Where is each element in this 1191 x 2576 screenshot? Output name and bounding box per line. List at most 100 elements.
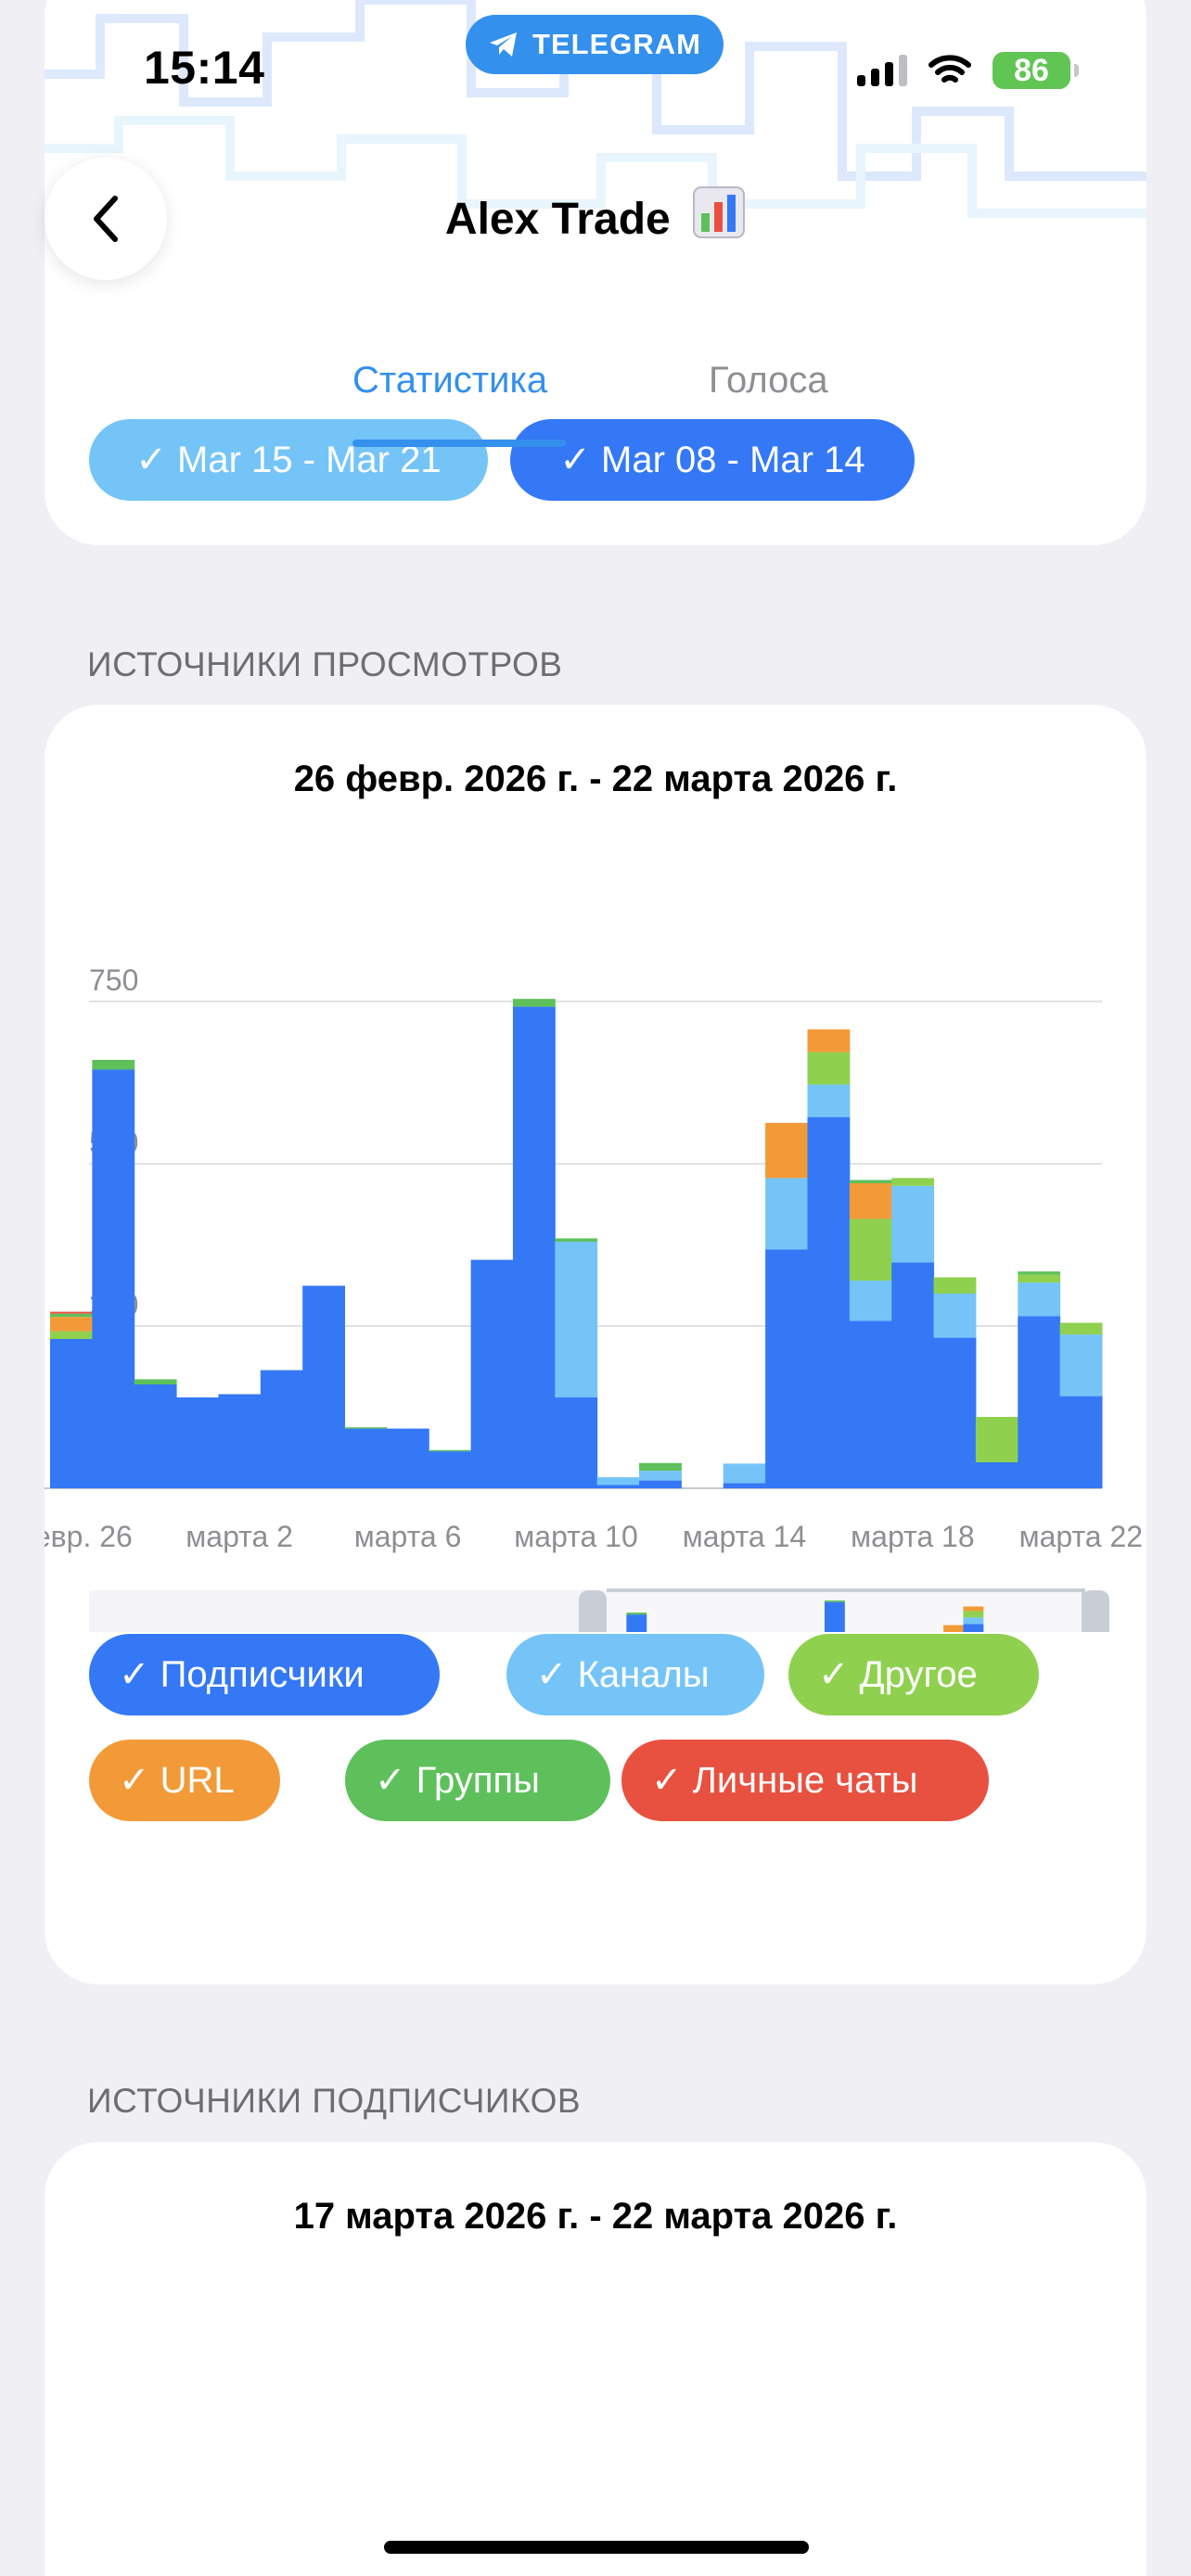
bar-segment[interactable] [723, 1463, 766, 1484]
legend-chip-label: ✓ Подписчики [119, 1654, 365, 1695]
bar-segment[interactable] [975, 1417, 1018, 1462]
bar-segment[interactable] [639, 1471, 682, 1481]
navigator-bar-segment [626, 1614, 647, 1632]
bar-segment[interactable] [1018, 1271, 1061, 1275]
bar-segment[interactable] [849, 1183, 892, 1219]
bar-segment[interactable] [512, 1006, 556, 1488]
bar-segment[interactable] [807, 1116, 851, 1488]
bar-segment[interactable] [555, 1242, 598, 1397]
status-time: 15:14 [144, 42, 265, 94]
bar-segment[interactable] [765, 1122, 808, 1179]
legend-chip[interactable]: ✓ Каналы [506, 1634, 764, 1715]
followers-date-range: 17 марта 2026 г. - 22 марта 2026 г. [293, 2196, 898, 2237]
bar-segment[interactable] [849, 1320, 892, 1488]
bar-segment[interactable] [807, 1029, 851, 1052]
legend-chip[interactable]: ✓ Другое [788, 1634, 1039, 1715]
bar-segment[interactable] [429, 1451, 472, 1488]
bar-segment[interactable] [1018, 1274, 1061, 1283]
bar-segment[interactable] [344, 1427, 388, 1429]
bar-segment[interactable] [555, 1397, 598, 1488]
bar-segment[interactable] [50, 1331, 93, 1339]
telegram-pill[interactable]: TELEGRAM [466, 15, 724, 74]
bar-segment[interactable] [50, 1313, 93, 1318]
page-title: Alex Trade [0, 185, 1191, 245]
cellular-signal-icon [857, 55, 907, 86]
bar-segment[interactable] [218, 1394, 262, 1489]
tab-votes[interactable]: Голоса [709, 360, 828, 401]
bar-segment[interactable] [849, 1180, 892, 1184]
wifi-icon [928, 55, 971, 83]
bar-segment[interactable] [92, 1060, 135, 1070]
navigator-bar-segment [943, 1625, 964, 1632]
legend-chip[interactable]: ✓ Личные чаты [621, 1740, 989, 1821]
legend-chip[interactable]: ✓ Группы [345, 1740, 610, 1821]
views-sources-label: ИСТОЧНИКИ ПРОСМОТРОВ [87, 645, 563, 683]
bar-segment[interactable] [765, 1249, 808, 1488]
bar-segment[interactable] [92, 1069, 135, 1489]
bar-segment[interactable] [807, 1084, 851, 1117]
navigator-bar-segment [963, 1611, 984, 1618]
legend-chip[interactable]: ✓ URL [89, 1740, 280, 1821]
bar-segment[interactable] [134, 1384, 177, 1488]
bar-segment[interactable] [891, 1178, 935, 1186]
back-button[interactable] [45, 158, 167, 280]
bar-segment[interactable] [50, 1317, 93, 1332]
x-tick-label: марта 14 [683, 1520, 806, 1553]
legend-chip-label: ✓ Каналы [536, 1654, 710, 1695]
x-tick-label: марта 2 [186, 1520, 293, 1553]
bar-segment[interactable] [555, 1238, 598, 1243]
bar-segment[interactable] [386, 1428, 429, 1488]
chevron-left-icon [94, 196, 118, 242]
bar-segment[interactable] [933, 1294, 977, 1338]
bar-segment[interactable] [134, 1379, 177, 1384]
background-chart-ghost [45, 0, 1146, 218]
bar-segment[interactable] [891, 1262, 935, 1488]
bar-segment[interactable] [975, 1462, 1018, 1488]
bar-segment[interactable] [596, 1477, 640, 1486]
navigator-left-handle[interactable] [579, 1590, 607, 1632]
navigator-bar-segment [963, 1606, 984, 1612]
bar-segment[interactable] [807, 1052, 851, 1085]
bar-segment[interactable] [1018, 1282, 1061, 1317]
bar-segment[interactable] [723, 1483, 766, 1488]
bar-segment[interactable] [1018, 1316, 1061, 1489]
bar-segment[interactable] [849, 1281, 892, 1321]
x-tick-label: февр. 26 [45, 1520, 133, 1553]
bar-segment[interactable] [260, 1370, 303, 1488]
bar-segment[interactable] [1059, 1396, 1103, 1488]
bar-segment[interactable] [50, 1311, 93, 1314]
views-sources-card: 26 февр. 2026 г. - 22 марта 2026 г. 0250… [45, 705, 1146, 1984]
bar-segment[interactable] [639, 1462, 682, 1472]
tab-statistics[interactable]: Статистика [352, 360, 548, 401]
battery-icon: 86 [992, 52, 1079, 89]
bar-segment[interactable] [765, 1178, 808, 1250]
bar-segment[interactable] [512, 999, 556, 1007]
bar-chart-emoji-icon [693, 186, 746, 238]
bar-segment[interactable] [176, 1397, 219, 1488]
week-chip-mar08[interactable]: ✓ Mar 08 - Mar 14 [510, 419, 915, 501]
bar-segment[interactable] [470, 1259, 514, 1488]
bar-segment[interactable] [302, 1285, 346, 1488]
bar-segment[interactable] [933, 1337, 977, 1488]
bar-segment[interactable] [849, 1218, 892, 1282]
bar-segment[interactable] [344, 1428, 388, 1488]
week-chip-mar15[interactable]: ✓ Mar 15 - Mar 21 [89, 419, 488, 501]
bar-segment[interactable] [429, 1449, 472, 1452]
bar-segment[interactable] [50, 1339, 93, 1488]
bar-segment[interactable] [1059, 1322, 1103, 1335]
legend-chip[interactable]: ✓ Подписчики [89, 1634, 440, 1715]
legend-chip-label: ✓ Группы [375, 1760, 540, 1801]
bar-segment[interactable] [891, 1185, 935, 1263]
navigator-right-handle[interactable] [1082, 1590, 1109, 1632]
navigator-dim-overlay [89, 1590, 586, 1632]
bar-segment[interactable] [933, 1277, 977, 1294]
bar-segment[interactable] [1059, 1334, 1103, 1396]
views-date-range: 26 февр. 2026 г. - 22 марта 2026 г. [293, 759, 898, 799]
battery-level: 86 [1014, 52, 1049, 88]
stats-tabs: Статистика Голоса [0, 360, 1191, 415]
x-tick-label: марта 10 [514, 1520, 637, 1553]
telegram-pill-label: TELEGRAM [532, 28, 701, 60]
bar-segment[interactable] [639, 1480, 682, 1488]
bar-segment[interactable] [596, 1485, 640, 1489]
